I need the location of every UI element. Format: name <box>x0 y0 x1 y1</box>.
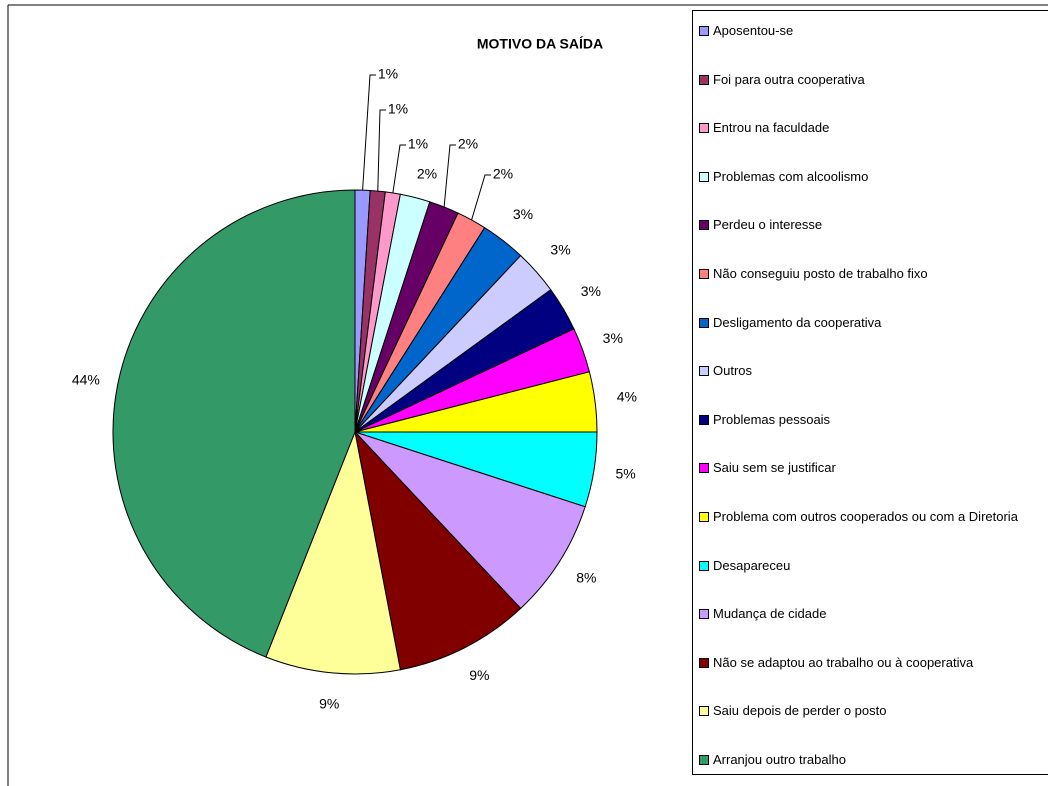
data-label: 3% <box>581 283 601 299</box>
data-label: 2% <box>458 136 478 152</box>
legend-entry: Desapareceu <box>699 558 1044 574</box>
legend-entry: Não conseguiu posto de trabalho fixo <box>699 266 1044 282</box>
data-label: 3% <box>603 330 623 346</box>
data-label: 3% <box>513 206 533 222</box>
data-label: 3% <box>550 242 570 258</box>
legend-swatch <box>699 657 709 668</box>
data-label: 2% <box>493 166 513 182</box>
legend-entry: Saiu depois de perder o posto <box>699 703 1044 719</box>
legend-swatch <box>699 609 709 620</box>
legend-label: Saiu depois de perder o posto <box>713 703 887 719</box>
legend-swatch <box>699 512 709 522</box>
legend-entry: Foi para outra cooperativa <box>699 72 1044 88</box>
legend: Aposentou-se Foi para outra cooperativa En… <box>692 10 1048 775</box>
data-label: 44% <box>72 371 100 387</box>
legend-label: Desligamento da cooperativa <box>713 314 882 330</box>
pie-slice <box>112 189 356 658</box>
legend-entry: Saiu sem se justificar <box>699 460 1044 476</box>
legend-entry: Aposentou-se <box>699 23 1044 39</box>
leader-line <box>377 109 386 192</box>
data-label: 5% <box>616 466 636 482</box>
legend-swatch <box>699 706 709 717</box>
legend-swatch <box>699 123 709 134</box>
data-label: 4% <box>617 388 637 404</box>
legend-label: Problemas pessoais <box>713 411 831 427</box>
legend-label: Foi para outra cooperativa <box>713 71 865 87</box>
leader-line <box>362 74 376 191</box>
legend-label: Arranjou outro trabalho <box>713 752 846 767</box>
legend-label: Não se adaptou ao trabalho ou à cooperat… <box>713 654 974 670</box>
data-label: 9% <box>319 695 339 711</box>
data-label: 1% <box>378 66 398 82</box>
data-label: 8% <box>576 570 596 586</box>
leader-line <box>443 144 456 208</box>
legend-label: Perdeu o interesse <box>713 217 823 233</box>
legend-label: Aposentou-se <box>713 23 794 38</box>
legend-swatch <box>699 463 709 474</box>
legend-entry: Problemas pessoais <box>699 412 1044 428</box>
legend-entry: Mudança de cidade <box>699 606 1044 622</box>
legend-swatch <box>699 171 709 182</box>
pie-slice <box>354 430 522 671</box>
legend-swatch <box>699 366 709 377</box>
legend-swatch <box>699 755 709 765</box>
legend-entry: Desligamento da cooperativa <box>699 315 1044 331</box>
legend-label: Mudança de cidade <box>713 606 827 622</box>
legend-label: Problema com outros cooperados ou com a … <box>713 509 1018 524</box>
leader-line <box>471 174 491 221</box>
legend-entry: Outros <box>699 363 1044 379</box>
leader-line <box>392 144 406 194</box>
chart-title: MOTIVO DA SAÍDA <box>477 36 603 52</box>
legend-label: Entrou na faculdade <box>713 120 830 136</box>
legend-entry: Problema com outros cooperados ou com a … <box>699 509 1044 525</box>
pie-slice <box>265 430 401 675</box>
legend-label: Problemas com alcoolismo <box>713 168 869 184</box>
legend-swatch <box>699 26 709 36</box>
data-label: 9% <box>469 667 489 683</box>
data-label: 2% <box>417 166 437 182</box>
legend-swatch <box>699 560 709 571</box>
legend-swatch <box>699 317 709 328</box>
legend-label: Não conseguiu posto de trabalho fixo <box>713 266 928 281</box>
data-label: 1% <box>408 136 428 152</box>
legend-swatch <box>699 414 709 425</box>
data-label: 1% <box>388 101 408 117</box>
legend-entry: Perdeu o interesse <box>699 217 1044 233</box>
legend-entry: Entrou na faculdade <box>699 120 1044 136</box>
legend-entry: Arranjou outro trabalho <box>699 752 1044 768</box>
legend-label: Outros <box>713 363 753 379</box>
legend-swatch <box>699 220 709 231</box>
legend-label: Saiu sem se justificar <box>713 460 836 476</box>
legend-entry: Problemas com alcoolismo <box>699 169 1044 185</box>
pie-slice <box>354 431 586 610</box>
legend-label: Desapareceu <box>713 557 791 573</box>
legend-entry: Não se adaptou ao trabalho ou à cooperat… <box>699 655 1044 671</box>
legend-swatch <box>699 269 709 279</box>
legend-swatch <box>699 74 709 85</box>
